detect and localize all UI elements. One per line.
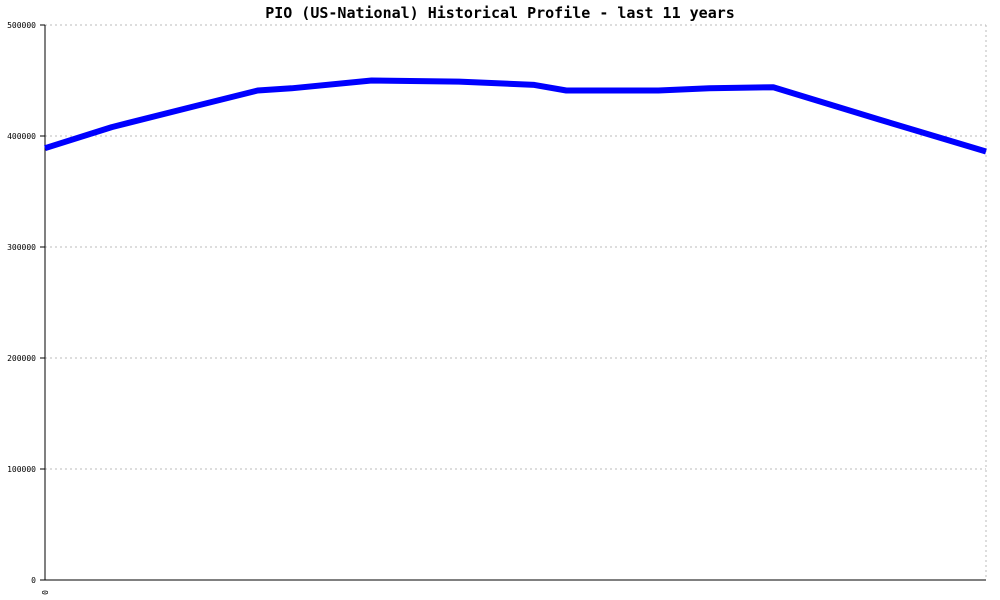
grid-lines xyxy=(45,24,987,580)
chart-title: PIO (US-National) Historical Profile - l… xyxy=(265,4,735,22)
series-lines xyxy=(44,77,987,155)
y-tick-label: 500000 xyxy=(7,21,36,30)
y-tick-label: 100000 xyxy=(7,465,36,474)
x-tick-label: 0 xyxy=(41,590,50,595)
series-line-0 xyxy=(44,77,987,155)
y-tick-label: 300000 xyxy=(7,243,36,252)
x-tick-labels: 0 xyxy=(41,590,50,595)
y-tick-label: 400000 xyxy=(7,132,36,141)
axes xyxy=(40,24,986,581)
y-tick-label: 200000 xyxy=(7,354,36,363)
y-tick-labels: 0 100000 200000 300000 400000 500000 xyxy=(7,21,36,585)
y-tick-label: 0 xyxy=(31,576,36,585)
